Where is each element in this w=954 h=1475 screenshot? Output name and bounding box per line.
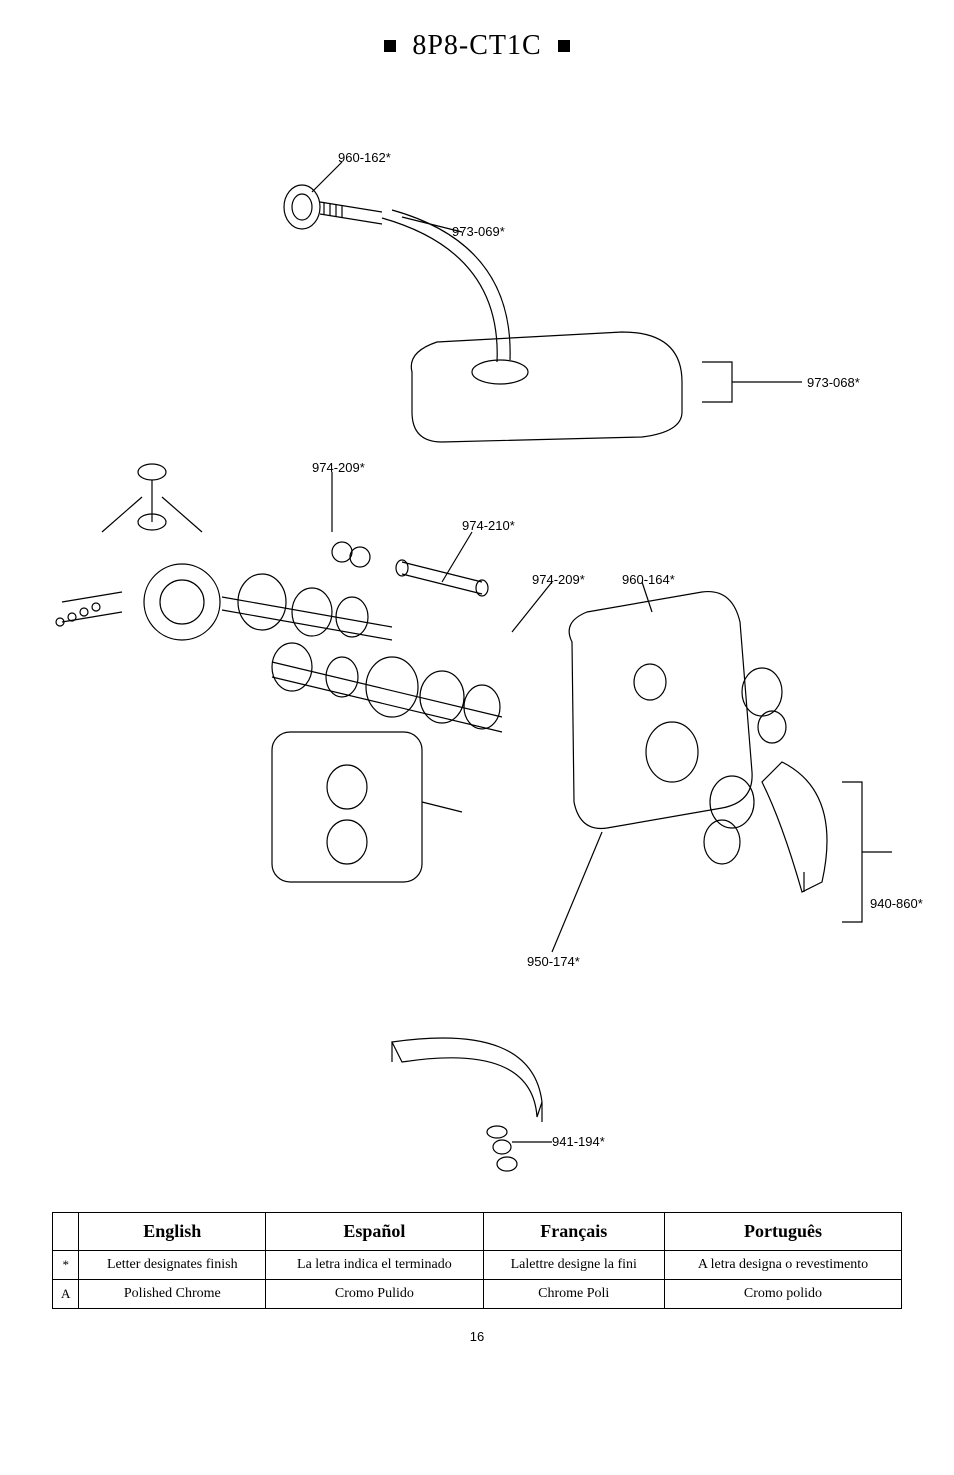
header-francais: Français: [483, 1213, 664, 1251]
table-row: A Polished Chrome Cromo Pulido Chrome Po…: [53, 1280, 902, 1309]
label-974-209a: 974-209*: [312, 460, 365, 475]
cell-francais: Chrome Poli: [483, 1280, 664, 1309]
label-941-194: 941-194*: [552, 1134, 605, 1149]
cell-francais: Lalettre designe la fini: [483, 1251, 664, 1280]
label-974-210: 974-210*: [462, 518, 515, 533]
cell-portugues: Cromo polido: [664, 1280, 901, 1309]
exploded-diagram: 960-162* 973-069* 973-068* 974-209* 974-…: [42, 102, 912, 1182]
square-bullet-right: [558, 40, 570, 52]
finish-table: English Español Français Português * Let…: [52, 1212, 902, 1309]
square-bullet-left: [384, 40, 396, 52]
page-title: 8P8-CT1C: [40, 30, 914, 62]
label-940-860: 940-860*: [870, 896, 923, 911]
header-english: English: [79, 1213, 266, 1251]
product-code: 8P8-CT1C: [412, 30, 541, 61]
label-973-069: 973-069*: [452, 224, 505, 239]
cell-english: Polished Chrome: [79, 1280, 266, 1309]
table-row: * Letter designates finish La letra indi…: [53, 1251, 902, 1280]
header-portugues: Português: [664, 1213, 901, 1251]
cell-portugues: A letra designa o revestimento: [664, 1251, 901, 1280]
label-960-162: 960-162*: [338, 150, 391, 165]
cell-english: Letter designates finish: [79, 1251, 266, 1280]
header-espanol: Español: [266, 1213, 483, 1251]
label-973-068: 973-068*: [807, 375, 860, 390]
page-number: 16: [40, 1329, 914, 1344]
cell-espanol: Cromo Pulido: [266, 1280, 483, 1309]
label-974-209b: 974-209*: [532, 572, 585, 587]
cell-code: *: [53, 1251, 79, 1280]
table-header-row: English Español Français Português: [53, 1213, 902, 1251]
label-950-174: 950-174*: [527, 954, 580, 969]
cell-code: A: [53, 1280, 79, 1309]
label-960-164: 960-164*: [622, 572, 675, 587]
header-corner: [53, 1213, 79, 1251]
cell-espanol: La letra indica el terminado: [266, 1251, 483, 1280]
diagram-svg: [42, 102, 912, 1182]
